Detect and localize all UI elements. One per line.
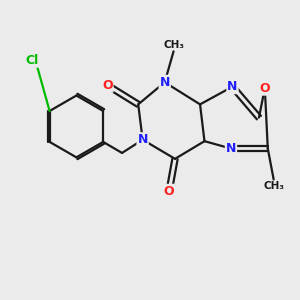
Text: Cl: Cl	[26, 54, 39, 67]
Text: N: N	[227, 80, 238, 93]
Text: CH₃: CH₃	[163, 40, 184, 50]
Text: CH₃: CH₃	[263, 181, 284, 191]
Text: N: N	[160, 76, 170, 89]
Text: N: N	[226, 142, 236, 155]
Text: N: N	[137, 133, 148, 146]
Text: O: O	[260, 82, 270, 95]
Text: O: O	[102, 79, 112, 92]
Text: O: O	[164, 185, 175, 198]
